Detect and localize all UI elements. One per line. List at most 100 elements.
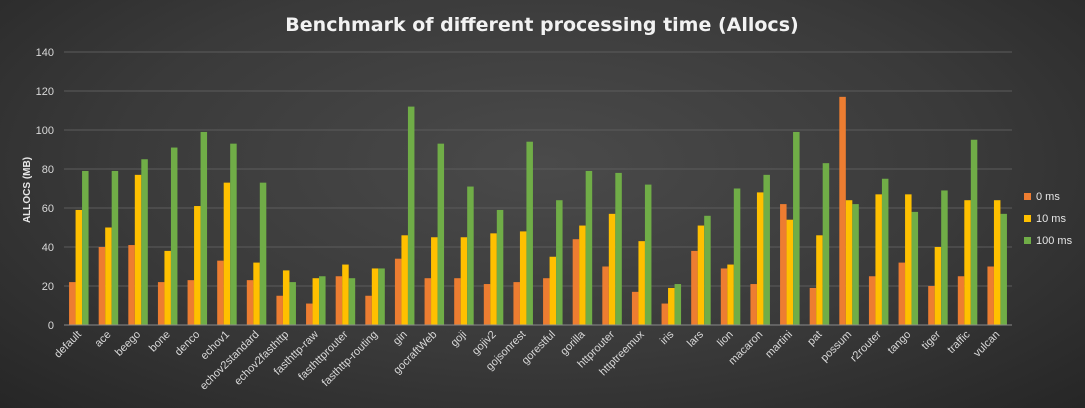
x-tick-label: ace bbox=[93, 329, 114, 350]
legend-swatch bbox=[1024, 193, 1031, 200]
bar-lars-100ms bbox=[704, 215, 711, 325]
x-tick-label: possum bbox=[818, 329, 854, 365]
bar-echov1-100ms bbox=[230, 143, 237, 325]
bar-httptreemux-10ms bbox=[638, 241, 645, 325]
x-tick-label: vulcan bbox=[971, 329, 1002, 360]
bar-fasthttp-raw-0ms bbox=[306, 303, 313, 325]
bar-martini-100ms bbox=[793, 131, 800, 325]
bar-fasthttp-routing-10ms bbox=[371, 268, 379, 325]
bar-httprouter-10ms bbox=[608, 213, 616, 325]
legend: 0 ms 10 ms 100 ms bbox=[1024, 191, 1073, 247]
bar-fasthttp-routing-0ms bbox=[365, 295, 372, 325]
bars bbox=[69, 96, 1007, 325]
bar-lion-100ms bbox=[733, 188, 741, 325]
bar-ace-100ms bbox=[111, 170, 119, 325]
y-tick-label: 100 bbox=[36, 125, 54, 137]
bar-tango-10ms bbox=[905, 194, 912, 325]
bar-martini-0ms bbox=[780, 204, 787, 325]
y-axis-ticks: 0 20 40 60 80 100 120 140 bbox=[36, 47, 54, 332]
bar-gorilla-100ms bbox=[585, 170, 593, 325]
x-tick-label: gin bbox=[391, 329, 410, 348]
bar-tiger-0ms bbox=[928, 286, 935, 325]
y-axis-label: ALLOCS (MB) bbox=[22, 157, 33, 223]
bar-r2router-100ms bbox=[881, 178, 889, 325]
bar-goji-0ms bbox=[454, 278, 461, 325]
bar-traffic-0ms bbox=[957, 276, 965, 325]
bar-iris-10ms bbox=[668, 287, 675, 325]
x-tick-label: lion bbox=[715, 329, 736, 350]
bar-macaron-100ms bbox=[763, 174, 770, 325]
bar-gojsonrest-100ms bbox=[526, 141, 533, 325]
x-tick-label: tango bbox=[885, 329, 913, 357]
bar-httprouter-100ms bbox=[615, 172, 622, 325]
bar-fasthttp-raw-100ms bbox=[319, 276, 326, 325]
bar-denco-10ms bbox=[194, 206, 201, 325]
bar-vulcan-100ms bbox=[1000, 213, 1007, 325]
bar-httprouter-0ms bbox=[602, 266, 609, 325]
bar-vulcan-0ms bbox=[987, 266, 994, 325]
bar-gojiv2-10ms bbox=[490, 233, 497, 325]
bar-tiger-10ms bbox=[934, 247, 942, 325]
bar-lion-0ms bbox=[720, 268, 728, 325]
bar-iris-0ms bbox=[661, 303, 669, 325]
bar-gojiv2-0ms bbox=[483, 284, 491, 325]
bar-gorilla-10ms bbox=[579, 225, 586, 325]
bar-beego-0ms bbox=[128, 245, 135, 325]
x-tick-label: pat bbox=[805, 329, 824, 348]
bar-denco-100ms bbox=[200, 131, 208, 325]
bar-gorestful-10ms bbox=[549, 256, 557, 325]
x-tick-label: goji bbox=[448, 329, 469, 350]
bar-gojiv2-100ms bbox=[496, 209, 504, 325]
bar-gorilla-0ms bbox=[572, 239, 580, 325]
x-tick-label: traffic bbox=[945, 328, 973, 356]
bar-ace-10ms bbox=[105, 227, 112, 325]
bar-r2router-0ms bbox=[868, 276, 876, 325]
bar-traffic-100ms bbox=[970, 139, 978, 325]
x-tick-label: bone bbox=[147, 329, 173, 355]
bar-gin-10ms bbox=[401, 235, 408, 325]
x-tick-label: tiger bbox=[919, 328, 943, 352]
x-tick-label: lars bbox=[685, 328, 706, 349]
bar-denco-0ms bbox=[187, 280, 195, 325]
bar-pat-100ms bbox=[822, 163, 830, 325]
bar-echov2standard-0ms bbox=[246, 280, 254, 325]
bar-fasthttprouter-100ms bbox=[348, 278, 356, 325]
x-tick-label: martini bbox=[763, 329, 795, 361]
bar-echov2standard-10ms bbox=[253, 262, 260, 325]
bar-tango-0ms bbox=[898, 262, 906, 325]
bar-httptreemux-0ms bbox=[631, 291, 639, 325]
bar-bone-100ms bbox=[170, 147, 178, 325]
bar-echov1-0ms bbox=[217, 260, 224, 325]
bar-gorestful-0ms bbox=[543, 278, 550, 325]
bar-goji-10ms bbox=[460, 237, 468, 325]
bar-httptreemux-100ms bbox=[644, 184, 652, 325]
bar-lars-0ms bbox=[691, 250, 698, 325]
bar-gojsonrest-10ms bbox=[519, 231, 527, 325]
bar-macaron-0ms bbox=[750, 284, 757, 325]
legend-label: 10 ms bbox=[1036, 213, 1066, 225]
bar-iris-100ms bbox=[674, 284, 682, 325]
bar-martini-10ms bbox=[786, 219, 794, 325]
bar-gin-100ms bbox=[407, 106, 415, 325]
legend-swatch bbox=[1024, 215, 1031, 222]
bar-echov2fasthttp-0ms bbox=[276, 295, 283, 325]
bar-tiger-100ms bbox=[941, 190, 948, 325]
bar-possum-10ms bbox=[845, 200, 853, 325]
y-tick-label: 40 bbox=[42, 242, 54, 254]
bar-fasthttprouter-0ms bbox=[335, 276, 343, 325]
bar-echov2standard-100ms bbox=[259, 182, 267, 325]
y-tick-label: 60 bbox=[42, 203, 54, 215]
bar-gojsonrest-0ms bbox=[513, 282, 520, 325]
gridlines bbox=[64, 51, 1012, 287]
bar-pat-0ms bbox=[809, 287, 817, 325]
legend-swatch bbox=[1024, 237, 1031, 244]
bar-echov2fasthttp-10ms bbox=[282, 270, 290, 325]
bar-gin-0ms bbox=[394, 258, 402, 325]
legend-label: 100 ms bbox=[1036, 235, 1073, 247]
bar-gorestful-100ms bbox=[556, 200, 563, 325]
bar-ace-0ms bbox=[98, 247, 106, 325]
x-tick-label: fasthttp-routing bbox=[320, 329, 380, 389]
y-tick-label: 140 bbox=[36, 47, 54, 59]
bar-default-100ms bbox=[82, 170, 89, 325]
